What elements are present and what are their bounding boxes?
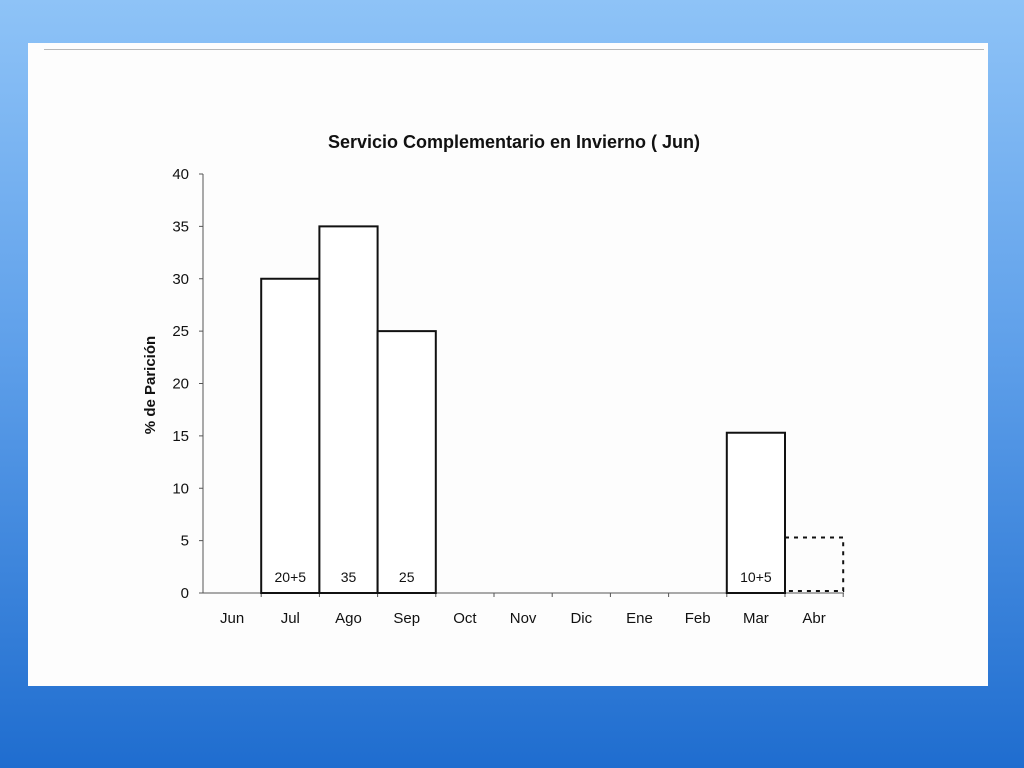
x-tick-label: Ene bbox=[626, 610, 653, 627]
x-tick-label: Dic bbox=[570, 610, 592, 627]
y-axis-label: % de Parición bbox=[142, 336, 159, 434]
x-tick-label: Jun bbox=[220, 610, 244, 627]
y-tick-label: 30 bbox=[172, 271, 189, 288]
x-tick-label: Abr bbox=[802, 610, 825, 627]
bar-ago bbox=[318, 225, 379, 594]
y-tick-label: 0 bbox=[181, 585, 189, 602]
x-tick-label: Nov bbox=[510, 610, 537, 627]
bar-mar bbox=[725, 431, 786, 595]
x-tick-label: Jul bbox=[281, 610, 300, 627]
x-ticks: Jun Jul Ago Sep Oct Nov Dic Ene Feb Mar Abr bbox=[220, 593, 844, 627]
x-tick-label: Oct bbox=[453, 610, 477, 627]
bar-jul bbox=[260, 277, 321, 594]
x-tick-label: Feb bbox=[685, 610, 711, 627]
bar-sep bbox=[376, 330, 437, 594]
bar-abr-dotted bbox=[785, 536, 845, 592]
y-ticks: 0 5 10 15 20 25 30 35 40 bbox=[172, 166, 203, 602]
x-tick-label: Ago bbox=[335, 610, 362, 627]
y-tick-label: 15 bbox=[172, 428, 189, 445]
top-rule bbox=[44, 49, 984, 50]
y-tick-label: 5 bbox=[181, 533, 189, 550]
bar-value-label: 20+5 bbox=[275, 569, 307, 585]
bar-value-label: 35 bbox=[341, 569, 357, 585]
bar-value-label: 10+5 bbox=[740, 569, 772, 585]
y-tick-label: 35 bbox=[172, 218, 189, 235]
bar-labels: 20+5 35 25 10+5 bbox=[275, 569, 772, 585]
bar-value-label: 25 bbox=[399, 569, 415, 585]
y-tick-label: 20 bbox=[172, 376, 189, 393]
bars bbox=[260, 225, 845, 595]
x-tick-label: Sep bbox=[393, 610, 420, 627]
chart-title: Servicio Complementario en Invierno ( Ju… bbox=[328, 132, 700, 152]
x-tick-label: Mar bbox=[743, 610, 769, 627]
y-tick-label: 25 bbox=[172, 323, 189, 340]
y-tick-label: 40 bbox=[172, 166, 189, 183]
slide-panel bbox=[28, 43, 988, 686]
y-tick-label: 10 bbox=[172, 480, 189, 497]
